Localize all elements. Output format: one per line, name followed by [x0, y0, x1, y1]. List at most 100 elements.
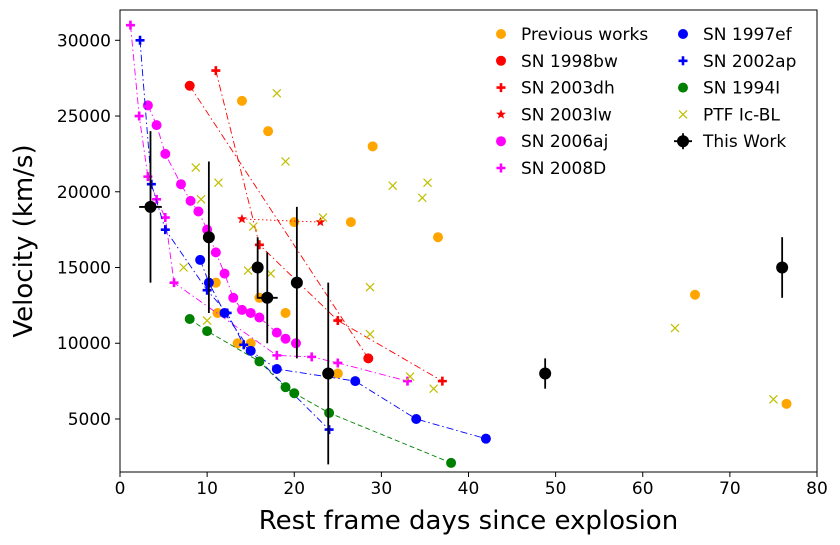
data-point	[202, 326, 213, 337]
data-point	[254, 356, 265, 367]
legend-entry: SN 2006aj	[496, 132, 608, 152]
legend-marker	[678, 56, 688, 66]
series-sn-2003lw	[237, 213, 326, 227]
legend-label: SN 2008D	[521, 159, 606, 179]
legend-label: SN 2002ap	[703, 52, 796, 72]
x-tick-label: 20	[283, 479, 305, 499]
data-point	[367, 141, 378, 152]
data-point	[134, 111, 144, 121]
legend-entry: SN 1997ef	[678, 25, 793, 45]
data-point	[175, 179, 186, 190]
data-point	[151, 120, 162, 131]
legend-entry: PTF Ic-BL	[678, 105, 780, 125]
legend-marker	[678, 29, 688, 39]
data-point	[237, 213, 247, 224]
data-point	[142, 100, 153, 111]
x-tick-label: 50	[545, 479, 567, 499]
legend-label: SN 1997ef	[703, 25, 793, 45]
axis-layer: 0 10 20 30 40 50 60 70 80 5000 10000 15000 20000 2500…	[57, 31, 828, 499]
data-point	[289, 388, 300, 399]
y-axis-label: Velocity (km/s)	[9, 144, 39, 337]
y-tick-label: 15000	[57, 259, 111, 279]
data-point	[433, 232, 444, 243]
legend-label: PTF Ic-BL	[703, 105, 780, 125]
data-point	[446, 457, 457, 468]
data-point	[272, 88, 282, 98]
x-tick-label: 30	[371, 479, 393, 499]
x-tick-label: 40	[458, 479, 480, 499]
data-point	[670, 323, 680, 333]
x-tick-label: 80	[806, 479, 828, 499]
legend-entry: This Work	[674, 132, 786, 152]
legend-entry: SN 2003lw	[496, 105, 612, 125]
x-axis-label: Rest frame days since explosion	[259, 506, 678, 536]
data-point	[290, 276, 303, 289]
data-point	[214, 178, 223, 188]
this-work-point	[322, 282, 335, 465]
legend-marker	[496, 109, 506, 119]
series-sn-1998bw	[184, 80, 374, 364]
series-line	[199, 259, 487, 440]
data-point	[135, 35, 145, 45]
legend-marker	[496, 29, 506, 39]
series-previous-works	[210, 95, 792, 409]
data-point	[280, 333, 291, 344]
data-point	[160, 148, 171, 159]
series-line	[189, 318, 452, 464]
data-point	[202, 285, 212, 295]
legend-entry: SN 2008D	[496, 159, 606, 179]
data-point	[236, 304, 247, 315]
data-point	[350, 376, 361, 387]
data-point	[184, 314, 195, 325]
data-point	[423, 178, 432, 188]
data-point	[202, 231, 215, 244]
data-point	[333, 316, 343, 326]
data-point	[365, 282, 375, 292]
legend: Previous works SN 1998bw SN 2003dh SN 2003l…	[496, 25, 796, 179]
data-point	[315, 216, 326, 227]
data-point	[776, 261, 789, 274]
data-point	[307, 352, 317, 362]
this-work-point	[202, 161, 215, 313]
this-work-point	[539, 358, 552, 389]
y-tick-label: 10000	[57, 334, 111, 354]
data-point	[254, 312, 265, 323]
data-point	[281, 157, 290, 166]
data-point	[437, 376, 447, 386]
x-tick-label: 70	[719, 479, 741, 499]
data-point	[318, 213, 328, 222]
data-point	[280, 307, 291, 318]
data-point	[254, 240, 264, 250]
legend-label: SN 2003lw	[521, 105, 612, 125]
series-sn-2008d	[125, 20, 413, 386]
x-tick-label: 0	[115, 479, 126, 499]
legend-label: SN 2003dh	[521, 79, 615, 99]
x-tick-label: 10	[196, 479, 218, 499]
data-point	[210, 277, 221, 288]
y-tick-label: 30000	[57, 31, 111, 51]
data-point	[781, 398, 792, 409]
this-work-point	[139, 131, 162, 283]
data-point	[202, 316, 212, 325]
data-point	[193, 206, 204, 217]
data-point	[332, 368, 343, 379]
data-point	[388, 181, 398, 191]
legend-entry: SN 2003dh	[496, 79, 615, 99]
legend-label: This Work	[702, 132, 786, 152]
y-tick-label: 25000	[57, 107, 111, 127]
data-point	[769, 394, 778, 404]
series-line	[189, 85, 369, 359]
legend-marker	[496, 136, 506, 147]
data-point	[228, 292, 239, 303]
data-point	[261, 291, 274, 304]
data-point	[160, 213, 170, 223]
series-sn-2002ap	[135, 35, 334, 435]
data-point	[417, 193, 427, 203]
x-tick-label: 60	[632, 479, 654, 499]
data-point	[272, 350, 282, 360]
data-point	[333, 358, 343, 368]
data-point	[125, 20, 135, 30]
legend-entry: SN 2002ap	[678, 52, 796, 72]
data-point	[429, 384, 439, 394]
